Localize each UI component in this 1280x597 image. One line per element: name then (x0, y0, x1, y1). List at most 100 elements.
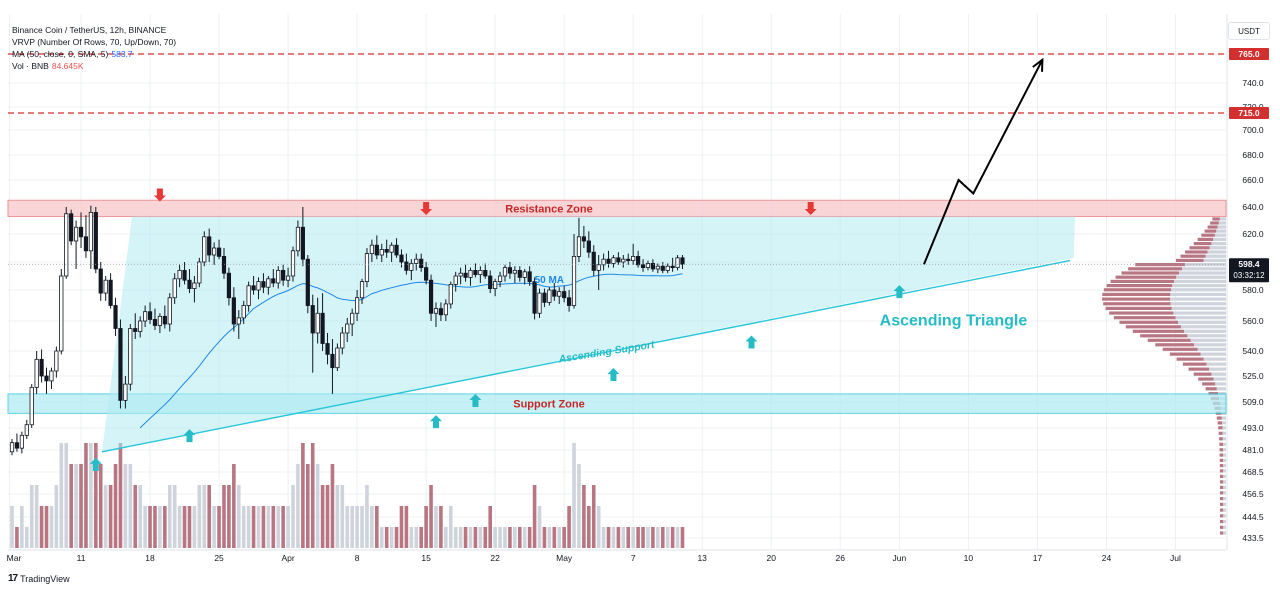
candle (675, 255, 680, 271)
candle (340, 327, 345, 355)
candle (236, 310, 241, 339)
candle (197, 257, 202, 288)
tradingview-logo[interactable]: 17 TradingView (8, 573, 70, 584)
candle (359, 278, 365, 304)
volume-profile-down (1219, 531, 1224, 535)
candle (488, 270, 493, 294)
zone-label-resistance-zone: Resistance Zone (505, 203, 592, 215)
time-tick-label: 13 (697, 553, 707, 563)
volume-bar (409, 527, 414, 548)
candle (433, 302, 439, 327)
price-label-countdown: 03:32:12 (1233, 271, 1265, 280)
candle-body (226, 272, 232, 299)
volume-profile-up (1223, 448, 1226, 452)
candle (414, 253, 419, 271)
candle-body (54, 350, 59, 372)
volume-bar (577, 464, 581, 548)
volume-bar (281, 506, 285, 548)
volume-profile-up (1203, 357, 1226, 361)
candle-body (73, 226, 79, 242)
volume-profile-down (1219, 519, 1224, 524)
candle-body (675, 257, 680, 268)
candle-body (478, 269, 483, 275)
candle (172, 273, 177, 304)
candle (571, 234, 577, 309)
candle (271, 269, 276, 288)
currency-button[interactable]: USDT (1228, 22, 1270, 40)
volume-bar (79, 464, 83, 548)
candle (517, 266, 522, 282)
volume-bar (133, 485, 138, 548)
candle-body (438, 308, 444, 316)
candle (295, 220, 301, 257)
chart-legend: Binance Coin / TetherUS, 12h, BINANCE VR… (12, 24, 176, 72)
price-tick-label: 640.0 (1242, 202, 1264, 212)
candle (305, 255, 310, 314)
candle (527, 266, 532, 286)
candle-body (19, 434, 24, 449)
candle-body (507, 267, 513, 274)
volume-bar (611, 527, 616, 548)
candle-body (266, 278, 271, 288)
candle (187, 269, 192, 294)
candle (147, 302, 153, 324)
volume-bar (493, 527, 497, 548)
candle (241, 300, 246, 324)
volume-profile-down (1155, 343, 1195, 347)
price-label-value: 715.0 (1238, 108, 1260, 118)
candle-body (591, 251, 596, 271)
candle-body (330, 353, 335, 369)
candle (226, 267, 232, 306)
candle-body (187, 279, 192, 290)
volume-profile-down (1162, 347, 1198, 351)
volume-bar (103, 485, 108, 548)
volume-bar (59, 443, 64, 548)
candle (409, 259, 414, 281)
candle-body (39, 358, 44, 377)
volume-profile-down (1103, 288, 1172, 292)
volume-bar (138, 485, 142, 548)
time-tick-label: 10 (964, 553, 974, 563)
candle-body (419, 258, 424, 269)
volume-profile-up (1206, 362, 1226, 366)
candle-body (655, 265, 660, 270)
candle (300, 207, 305, 267)
volume-bar (591, 485, 596, 548)
volume-profile-up (1222, 437, 1226, 441)
candle (19, 431, 24, 454)
volume-profile-down (1109, 311, 1174, 315)
volume-profile-down (1219, 448, 1224, 452)
candle (502, 264, 508, 282)
volume-bar (172, 485, 177, 548)
projection-path (923, 59, 1044, 265)
volume-profile-down (1219, 514, 1224, 518)
volume-profile-down (1219, 442, 1223, 446)
candle-body (428, 279, 434, 314)
volume-bar (656, 527, 660, 548)
candle-body (562, 291, 567, 299)
candle-body (453, 275, 458, 285)
volume-profile-down (1207, 225, 1218, 229)
volume-bar (513, 527, 517, 548)
volume-bar (291, 485, 295, 548)
candle-body (281, 269, 286, 281)
candle-body (414, 258, 419, 264)
price-tick-label: 509.0 (1242, 397, 1264, 407)
volume-profile-down (1212, 217, 1220, 221)
candle (389, 242, 394, 262)
candle (49, 367, 54, 389)
volume-bar (439, 506, 443, 548)
candle (261, 273, 266, 294)
candle-body (537, 292, 542, 314)
time-tick-label: 26 (836, 553, 846, 563)
candle-body (611, 257, 616, 264)
candle-body (483, 269, 488, 277)
candle-body (231, 297, 236, 325)
volume-profile-down (1219, 502, 1224, 506)
volume-profile-down (1219, 491, 1224, 495)
volume-bar (360, 506, 364, 548)
candle (231, 287, 236, 332)
volume-profile-up (1223, 525, 1226, 529)
